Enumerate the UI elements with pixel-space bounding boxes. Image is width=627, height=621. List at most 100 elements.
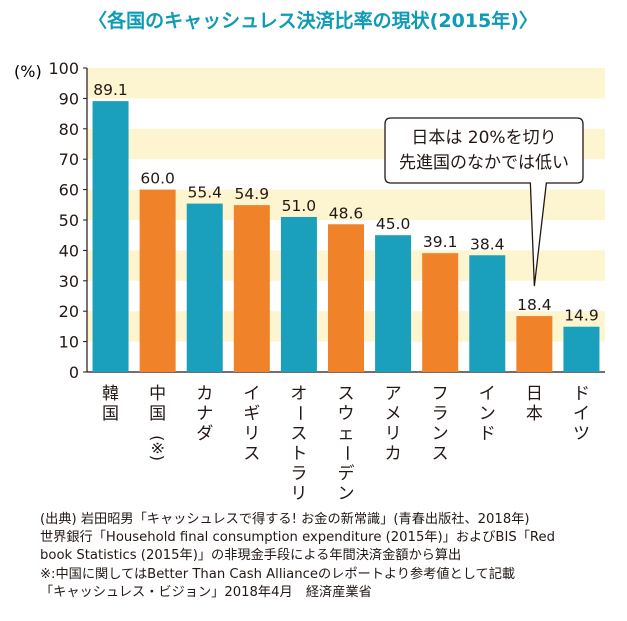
svg-text:リ: リ xyxy=(243,424,260,444)
svg-text:ラ: ラ xyxy=(432,404,449,424)
y-axis-label: (%) xyxy=(14,62,42,81)
y-tick-label: 70 xyxy=(59,150,79,169)
x-tick-label: インド xyxy=(479,384,496,444)
bar-value-label: 48.6 xyxy=(329,204,364,222)
bar xyxy=(375,235,412,372)
bar xyxy=(563,326,600,372)
bar xyxy=(233,205,270,372)
svg-text:カ: カ xyxy=(196,384,213,404)
bar-value-label: 39.1 xyxy=(423,233,458,251)
x-tick-label: オーストラリア xyxy=(289,384,309,500)
svg-text:ド: ド xyxy=(479,424,496,444)
svg-text:ー: ー xyxy=(289,405,309,422)
bar-value-label: 38.4 xyxy=(470,235,505,253)
bar-value-label: 51.0 xyxy=(282,197,317,215)
annotation-callout xyxy=(384,117,584,287)
svg-text:ン: ン xyxy=(338,484,355,500)
svg-text:ス: ス xyxy=(432,444,449,464)
annotation-text: 先進国のなかでは低い xyxy=(399,153,569,173)
svg-text:リ: リ xyxy=(385,424,402,444)
svg-text:ド: ド xyxy=(573,384,590,404)
bar-value-label: 60.0 xyxy=(140,170,175,188)
svg-text:ウ: ウ xyxy=(338,404,355,424)
bar-value-label: 55.4 xyxy=(187,184,222,202)
y-tick-label: 50 xyxy=(59,211,79,230)
svg-text:日: 日 xyxy=(526,384,543,404)
x-tick-label: 中国 xyxy=(149,384,166,424)
svg-text:ギ: ギ xyxy=(243,404,260,424)
svg-text:本: 本 xyxy=(526,404,543,424)
y-tick-label: 60 xyxy=(59,181,79,200)
x-tick-note: (※) xyxy=(148,435,167,461)
bar xyxy=(328,224,364,372)
svg-text:イ: イ xyxy=(243,384,260,404)
svg-text:ン: ン xyxy=(479,404,496,424)
svg-text:ア: ア xyxy=(385,384,402,404)
y-tick-label: 100 xyxy=(48,59,79,78)
svg-text:ナ: ナ xyxy=(196,404,213,424)
y-tick-label: 80 xyxy=(59,120,79,139)
source-line: ※:中国に関してはBetter Than Cash Allianceのレポートよ… xyxy=(40,566,516,582)
svg-text:メ: メ xyxy=(385,404,402,424)
bar-value-label: 14.9 xyxy=(564,307,599,325)
svg-text:イ: イ xyxy=(573,404,590,424)
source-line: (出典) 岩田昭男「キャッシュレスで得する! お金の新常識」(青春出版社、201… xyxy=(40,512,530,527)
x-tick-label: 韓国 xyxy=(102,384,119,424)
svg-text:国: 国 xyxy=(149,404,166,424)
bar-value-label: 45.0 xyxy=(376,215,411,233)
svg-text:韓: 韓 xyxy=(102,384,119,404)
svg-text:ツ: ツ xyxy=(573,424,590,444)
source-line: book Statistics (2015年)」の非現金手段による年間決済金額か… xyxy=(40,548,462,564)
grid-band xyxy=(87,68,605,99)
y-tick-label: 0 xyxy=(69,363,79,382)
bar-chart: 〈各国のキャッシュレス決済比率の現状(2015年)〉 0 10 20 30 40 50 60… xyxy=(14,9,605,500)
svg-text:オ: オ xyxy=(290,384,307,404)
source-note: (出典) 岩田昭男「キャッシュレスで得する! お金の新常識」(青春出版社、201… xyxy=(40,511,620,602)
svg-text:ス: ス xyxy=(290,424,307,444)
svg-text:カ: カ xyxy=(385,444,402,464)
bar-value-label: 18.4 xyxy=(517,296,552,314)
svg-text:イ: イ xyxy=(479,384,496,404)
x-tick-label: ドイツ xyxy=(573,384,590,444)
svg-text:ラ: ラ xyxy=(290,464,307,484)
svg-text:ス: ス xyxy=(243,444,260,464)
svg-text:国: 国 xyxy=(102,404,119,424)
svg-text:ト: ト xyxy=(290,444,307,464)
bar xyxy=(469,255,506,372)
svg-text:ス: ス xyxy=(338,384,355,404)
svg-text:ン: ン xyxy=(432,424,449,444)
svg-text:ー: ー xyxy=(336,445,356,462)
y-tick-label: 40 xyxy=(59,241,79,260)
chart-title: 〈各国のキャッシュレス決済比率の現状(2015年)〉 xyxy=(88,9,538,32)
y-tick-label: 10 xyxy=(59,333,79,352)
source-line: 「キャッシュレス・ビジョン」2018年4月 経済産業省 xyxy=(40,584,372,600)
y-tick-label: 20 xyxy=(59,302,79,321)
svg-text:ェ: ェ xyxy=(338,424,355,444)
bar xyxy=(92,101,129,373)
bars: 89.1 60.0 55.4 54.9 51.0 48.6 45.0 39.1 38.4 18.4… xyxy=(92,81,600,373)
y-tick-label: 90 xyxy=(59,89,79,108)
bar-value-label: 54.9 xyxy=(235,185,270,203)
bar xyxy=(139,189,176,372)
x-tick-label: カナダ xyxy=(196,384,213,444)
svg-text:デ: デ xyxy=(338,463,355,484)
y-tick-label: 30 xyxy=(59,272,79,291)
bar xyxy=(280,216,317,372)
svg-text:ダ: ダ xyxy=(196,424,213,444)
x-axis-labels: 韓国中国(※)カナダイギリスオーストラリアスウェーデンアメリカフランスインド日本… xyxy=(102,384,590,500)
bar xyxy=(422,253,459,372)
annotation-text: 日本は 20%を切り xyxy=(411,128,556,148)
bar xyxy=(516,316,553,372)
bar xyxy=(186,203,223,372)
source-line: 世界銀行「Household final consumption expendi… xyxy=(40,530,555,546)
bar-value-label: 89.1 xyxy=(93,81,128,99)
svg-text:中: 中 xyxy=(149,384,166,404)
x-tick-label: 日本 xyxy=(526,384,543,424)
svg-text:リ: リ xyxy=(290,484,307,500)
svg-text:フ: フ xyxy=(432,384,449,404)
